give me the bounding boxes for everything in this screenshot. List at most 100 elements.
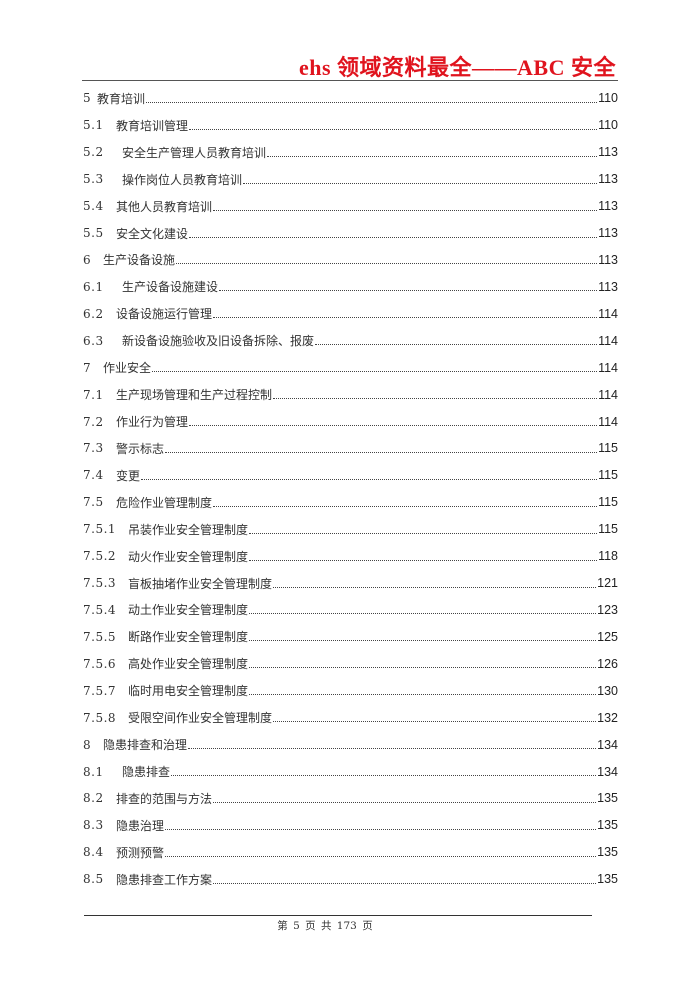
toc-entry-title: 警示标志 (116, 441, 165, 456)
toc-entry-page: 113 (598, 226, 618, 241)
toc-entry-page: 115 (598, 522, 618, 537)
toc-entry-title: 危险作业管理制度 (116, 495, 213, 510)
toc-dot-leader (152, 371, 598, 373)
toc-entry[interactable]: 8 隐患排查和治理 134 (83, 731, 618, 758)
toc-entry-page: 113 (598, 172, 618, 187)
toc-entry-page: 114 (598, 387, 618, 402)
toc-dot-leader (213, 882, 597, 884)
toc-entry[interactable]: 7.5.2 动火作业安全管理制度 118 (83, 543, 618, 570)
toc-entry-title: 设备设施运行管理 (116, 307, 213, 322)
page-number-footer: 第 5 页 共 173 页 (277, 920, 373, 932)
toc-dot-leader (249, 694, 597, 696)
toc-entry-title: 生产现场管理和生产过程控制 (116, 388, 273, 403)
toc-entry[interactable]: 7.5.5 断路作业安全管理制度 125 (83, 623, 618, 650)
toc-entry[interactable]: 8.5 隐患排查工作方案 135 (83, 866, 618, 893)
toc-entry-number: 8 (83, 737, 92, 752)
toc-dot-leader (249, 640, 597, 642)
toc-dot-leader (267, 155, 598, 157)
toc-entry[interactable]: 8.4 预测预警 135 (83, 839, 618, 866)
toc-entry-page: 135 (597, 818, 618, 833)
toc-entry-title: 作业安全 (103, 361, 152, 376)
toc-entry-title: 动土作业安全管理制度 (128, 603, 249, 618)
toc-entry-title: 临时用电安全管理制度 (128, 684, 249, 699)
toc-entry-page: 115 (598, 468, 618, 483)
toc-entry-page: 135 (597, 791, 618, 806)
toc-entry[interactable]: 5.4 其他人员教育培训 113 (83, 193, 618, 220)
toc-entry-title: 受限空间作业安全管理制度 (128, 711, 273, 726)
toc-dot-leader (249, 532, 598, 534)
toc-dot-leader (273, 398, 598, 400)
toc-entry[interactable]: 7.4 变更 115 (83, 462, 618, 489)
toc-entry-page: 110 (598, 91, 618, 106)
toc-entry-page: 114 (598, 414, 618, 429)
toc-entry-page: 114 (598, 360, 618, 375)
toc-entry[interactable]: 5.2 安全生产管理人员教育培训 113 (83, 139, 618, 166)
toc-entry-number: 7.5.5 (83, 629, 117, 644)
toc-entry-number: 7.5.6 (83, 656, 117, 671)
toc-entry-title: 作业行为管理 (116, 415, 189, 430)
toc-dot-leader (249, 613, 597, 615)
toc-dot-leader (141, 478, 598, 480)
toc-entry[interactable]: 5.1 教育培训管理 110 (83, 112, 618, 139)
toc-entry-title: 其他人员教育培训 (116, 199, 213, 214)
toc-entry-page: 113 (598, 145, 618, 160)
toc-dot-leader (273, 721, 597, 723)
toc-entry-page: 115 (598, 495, 618, 510)
toc-entry[interactable]: 7.5 危险作业管理制度 115 (83, 489, 618, 516)
toc-entry-page: 115 (598, 441, 618, 456)
toc-dot-leader (273, 586, 597, 588)
toc-entry-number: 6.1 (83, 279, 104, 294)
toc-dot-leader (243, 182, 598, 184)
toc-entry[interactable]: 6.2 设备设施运行管理 114 (83, 300, 618, 327)
toc-entry-number: 7.5 (83, 495, 104, 510)
toc-entry-page: 114 (598, 306, 618, 321)
toc-entry[interactable]: 7.5.3 盲板抽堵作业安全管理制度 121 (83, 570, 618, 597)
toc-entry-page: 130 (597, 683, 618, 698)
toc-entry[interactable]: 8.3 隐患治理 135 (83, 812, 618, 839)
toc-entry-title: 隐患排查工作方案 (116, 872, 213, 887)
toc-dot-leader (189, 128, 598, 130)
toc-entry[interactable]: 7.5.4 动土作业安全管理制度 123 (83, 597, 618, 624)
toc-entry[interactable]: 8.1 隐患排查 134 (83, 758, 618, 785)
toc-entry-number: 5.4 (83, 199, 104, 214)
toc-entry-page: 113 (598, 279, 618, 294)
toc-entry-number: 5.3 (83, 172, 104, 187)
toc-dot-leader (146, 101, 598, 103)
toc-dot-leader (315, 344, 598, 346)
toc-entry[interactable]: 7 作业安全 114 (83, 354, 618, 381)
toc-entry-title: 操作岗位人员教育培训 (122, 172, 243, 187)
toc-entry[interactable]: 6.3 新设备设施验收及旧设备拆除、报废 114 (83, 327, 618, 354)
toc-entry[interactable]: 7.5.7 临时用电安全管理制度 130 (83, 677, 618, 704)
toc-entry[interactable]: 5.5 安全文化建设 113 (83, 220, 618, 247)
toc-entry-page: 123 (597, 602, 618, 617)
toc-entry-page: 125 (597, 629, 618, 644)
toc-entry-number: 7.5.1 (83, 522, 117, 537)
toc-entry-title: 断路作业安全管理制度 (128, 630, 249, 645)
toc-entry-page: 135 (597, 872, 618, 887)
toc-dot-leader (165, 855, 597, 857)
toc-entry-number: 6 (83, 252, 92, 267)
toc-dot-leader (165, 451, 598, 453)
toc-entry-number: 8.5 (83, 872, 104, 887)
document-header-title: ehs 领域资料最全——ABC 安全 (298, 55, 616, 80)
toc-entry[interactable]: 7.1 生产现场管理和生产过程控制 114 (83, 381, 618, 408)
toc-entry[interactable]: 5 教育培训 110 (83, 85, 618, 112)
toc-entry[interactable]: 7.5.8 受限空间作业安全管理制度 132 (83, 704, 618, 731)
toc-entry-page: 113 (598, 252, 618, 267)
toc-entry-page: 134 (597, 764, 618, 779)
toc-entry-number: 8.3 (83, 818, 104, 833)
toc-entry[interactable]: 7.2 作业行为管理 114 (83, 408, 618, 435)
toc-entry-title: 安全文化建设 (116, 226, 189, 241)
toc-entry[interactable]: 5.3 操作岗位人员教育培训 113 (83, 166, 618, 193)
toc-dot-leader (219, 290, 598, 292)
footer-divider (84, 915, 592, 916)
toc-entry-page: 121 (597, 576, 618, 591)
toc-entry[interactable]: 6.1 生产设备设施建设 113 (83, 273, 618, 300)
toc-entry-title: 吊装作业安全管理制度 (128, 522, 249, 537)
toc-entry[interactable]: 7.3 警示标志 115 (83, 435, 618, 462)
toc-dot-leader (189, 236, 598, 238)
toc-entry[interactable]: 7.5.6 高处作业安全管理制度 126 (83, 650, 618, 677)
toc-entry[interactable]: 7.5.1 吊装作业安全管理制度 115 (83, 516, 618, 543)
toc-entry[interactable]: 8.2 排查的范围与方法 135 (83, 785, 618, 812)
toc-entry[interactable]: 6 生产设备设施 113 (83, 247, 618, 274)
